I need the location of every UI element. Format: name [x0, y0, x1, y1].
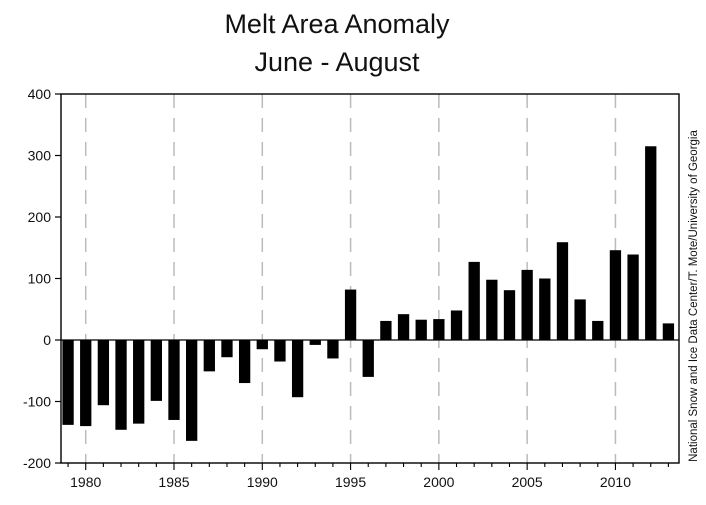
bar-2005: [521, 269, 533, 340]
x-tick-label-1980: 1980: [70, 474, 101, 490]
bar-1993: [309, 340, 321, 345]
bar-1987: [203, 340, 215, 372]
bar-2000: [433, 319, 445, 340]
bar-1989: [238, 340, 251, 384]
grid-lines: [84, 94, 617, 463]
bar-2004: [503, 290, 516, 340]
x-tick-label-1990: 1990: [247, 474, 278, 490]
bar-1981: [97, 340, 110, 406]
bar-2006: [539, 278, 551, 340]
y-tick-label--100: -100: [23, 394, 51, 410]
bar-2013: [662, 323, 675, 340]
plot-frame: [60, 93, 680, 464]
bar-1986: [186, 340, 198, 441]
bar-2008: [574, 299, 586, 340]
bar-1979: [62, 340, 74, 425]
axes: -200 -100 0 100 200 300 400 1980 1985 1990 1995 200…: [23, 86, 680, 490]
bar-1985: [168, 340, 180, 420]
y-tick-label-0: 0: [43, 332, 51, 348]
y-tick-label-400: 400: [28, 86, 52, 102]
x-tick-label-1995: 1995: [335, 474, 366, 490]
bar-2002: [468, 261, 480, 340]
bar-2001: [450, 310, 463, 340]
bar-2010: [609, 250, 622, 340]
bar-1992: [291, 340, 304, 398]
bar-1984: [150, 340, 162, 401]
y-tick-label-300: 300: [28, 148, 52, 164]
x-tick-label-2010: 2010: [600, 474, 631, 490]
x-tick-label-2000: 2000: [423, 474, 454, 490]
bar-1997: [380, 320, 392, 340]
bar-1983: [133, 340, 145, 424]
bar-2011: [627, 254, 639, 340]
bar-1982: [115, 340, 127, 430]
bar-1991: [274, 340, 286, 362]
x-tick-label-1985: 1985: [158, 474, 189, 490]
chart-subtitle: June - August: [254, 47, 420, 77]
bar-1999: [415, 319, 427, 340]
bars: [62, 146, 675, 441]
bar-1996: [362, 340, 374, 377]
bar-2012: [645, 146, 657, 340]
y-tick-label-100: 100: [28, 271, 52, 287]
chart-title: Melt Area Anomaly: [224, 9, 450, 39]
y-tick-label--200: -200: [23, 455, 51, 471]
y-tick-label-200: 200: [28, 209, 52, 225]
x-tick-label-2005: 2005: [512, 474, 543, 490]
bar-2007: [556, 242, 569, 340]
bar-1990: [256, 340, 268, 350]
bar-1995: [344, 289, 357, 340]
bar-2003: [486, 279, 498, 340]
data-credit: National Snow and Ice Data Center/T. Mot…: [688, 130, 700, 462]
bar-1988: [221, 340, 233, 358]
bar-2009: [592, 320, 604, 340]
bar-1998: [397, 314, 410, 340]
bar-1994: [327, 340, 339, 359]
bar-1980: [80, 340, 92, 427]
